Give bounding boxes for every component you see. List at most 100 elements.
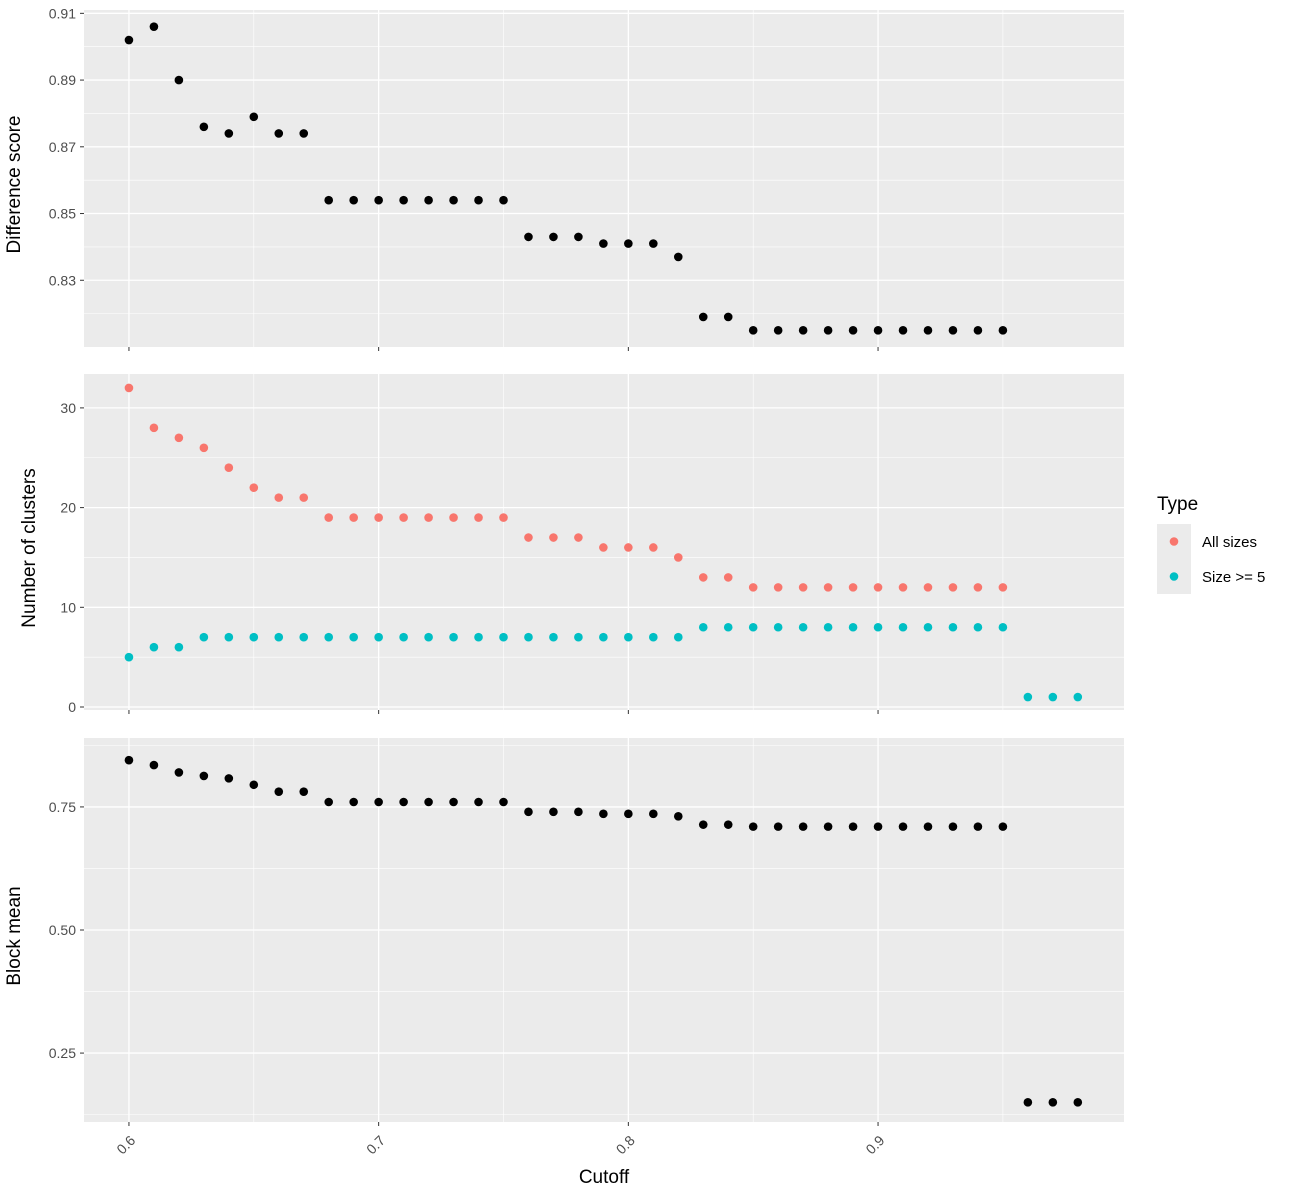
series-1	[124, 383, 1008, 592]
data-point	[224, 774, 234, 783]
data-point	[449, 632, 458, 642]
data-point	[723, 820, 733, 829]
data-point	[798, 326, 808, 335]
data-point	[649, 239, 658, 248]
data-point	[848, 583, 858, 592]
data-point	[299, 129, 309, 138]
data-point	[474, 797, 483, 807]
x-tick-label: 0.9	[862, 1132, 887, 1157]
data-point	[624, 632, 633, 642]
data-point	[1073, 1098, 1083, 1107]
data-point	[449, 513, 458, 522]
legend: Type All sizes Size >= 5	[1157, 494, 1265, 594]
data-point	[624, 809, 633, 819]
data-point	[499, 513, 508, 522]
y-tick-label: 0.91	[49, 5, 76, 21]
data-point	[848, 326, 858, 335]
data-point	[673, 553, 683, 562]
data-point	[723, 573, 733, 582]
data-point	[1048, 692, 1058, 702]
data-point	[249, 632, 259, 642]
data-point	[923, 622, 933, 632]
data-point	[624, 239, 633, 248]
data-point	[698, 622, 708, 632]
data-point	[948, 583, 958, 592]
data-point	[474, 632, 483, 642]
data-point	[174, 768, 184, 777]
data-point	[174, 642, 184, 652]
panel-1: 0.83 0.85 0.87 0.89 0.91 Difference score	[4, 5, 1124, 351]
y-tick-label: 0.85	[49, 206, 76, 222]
data-point	[124, 383, 134, 393]
data-point	[998, 583, 1008, 592]
data-point	[324, 632, 334, 642]
data-point	[199, 632, 209, 642]
data-point	[399, 195, 408, 205]
y-tick-label: 0.87	[49, 139, 76, 155]
data-point	[998, 622, 1008, 632]
data-point	[1023, 692, 1033, 702]
y-tick-label: 0.89	[49, 72, 76, 88]
data-point	[549, 807, 558, 817]
data-point	[973, 326, 983, 335]
data-point	[599, 239, 608, 248]
data-point	[973, 822, 983, 831]
data-point	[149, 760, 159, 770]
data-point	[499, 195, 508, 205]
data-point	[574, 632, 583, 642]
legend-title: Type	[1157, 494, 1198, 515]
data-point	[374, 195, 383, 205]
data-point	[773, 822, 783, 831]
data-point	[923, 822, 933, 831]
data-point	[973, 583, 983, 592]
data-point	[948, 326, 958, 335]
data-point	[599, 632, 608, 642]
data-point	[549, 632, 558, 642]
x-tick-label: 0.8	[613, 1132, 638, 1157]
data-point	[424, 513, 433, 522]
data-point	[274, 129, 284, 138]
data-point	[898, 822, 908, 831]
data-point	[773, 326, 783, 335]
data-point	[1048, 1098, 1058, 1107]
data-point	[249, 483, 259, 492]
data-point	[549, 533, 558, 542]
data-point	[574, 533, 583, 542]
data-point	[948, 622, 958, 632]
data-point	[748, 583, 758, 592]
data-point	[673, 811, 683, 821]
legend-key-all-sizes	[1169, 537, 1179, 546]
data-point	[649, 632, 658, 642]
data-point	[748, 326, 758, 335]
data-point	[424, 195, 433, 205]
series-2	[124, 622, 1083, 702]
panel-background	[84, 374, 1124, 710]
data-point	[424, 797, 433, 807]
y-axis-title: Block mean	[4, 886, 25, 985]
data-point	[324, 513, 334, 522]
legend-key-size-5	[1169, 572, 1179, 581]
data-point	[299, 493, 309, 502]
data-point	[174, 75, 184, 85]
data-point	[349, 513, 358, 522]
data-point	[973, 622, 983, 632]
data-point	[923, 583, 933, 592]
data-point	[399, 513, 408, 522]
data-point	[324, 797, 334, 807]
data-point	[499, 632, 508, 642]
data-point	[848, 822, 858, 831]
y-axis-title: Difference score	[4, 116, 25, 254]
data-point	[898, 622, 908, 632]
data-point	[149, 22, 159, 31]
data-point	[524, 232, 533, 242]
data-point	[998, 822, 1008, 831]
data-point	[274, 787, 284, 796]
data-point	[524, 533, 533, 542]
y-tick-label: 0.25	[49, 1045, 76, 1061]
data-point	[549, 232, 558, 242]
y-tick-label: 20	[60, 500, 76, 516]
data-point	[823, 583, 833, 592]
data-point	[199, 443, 209, 453]
data-point	[798, 583, 808, 592]
